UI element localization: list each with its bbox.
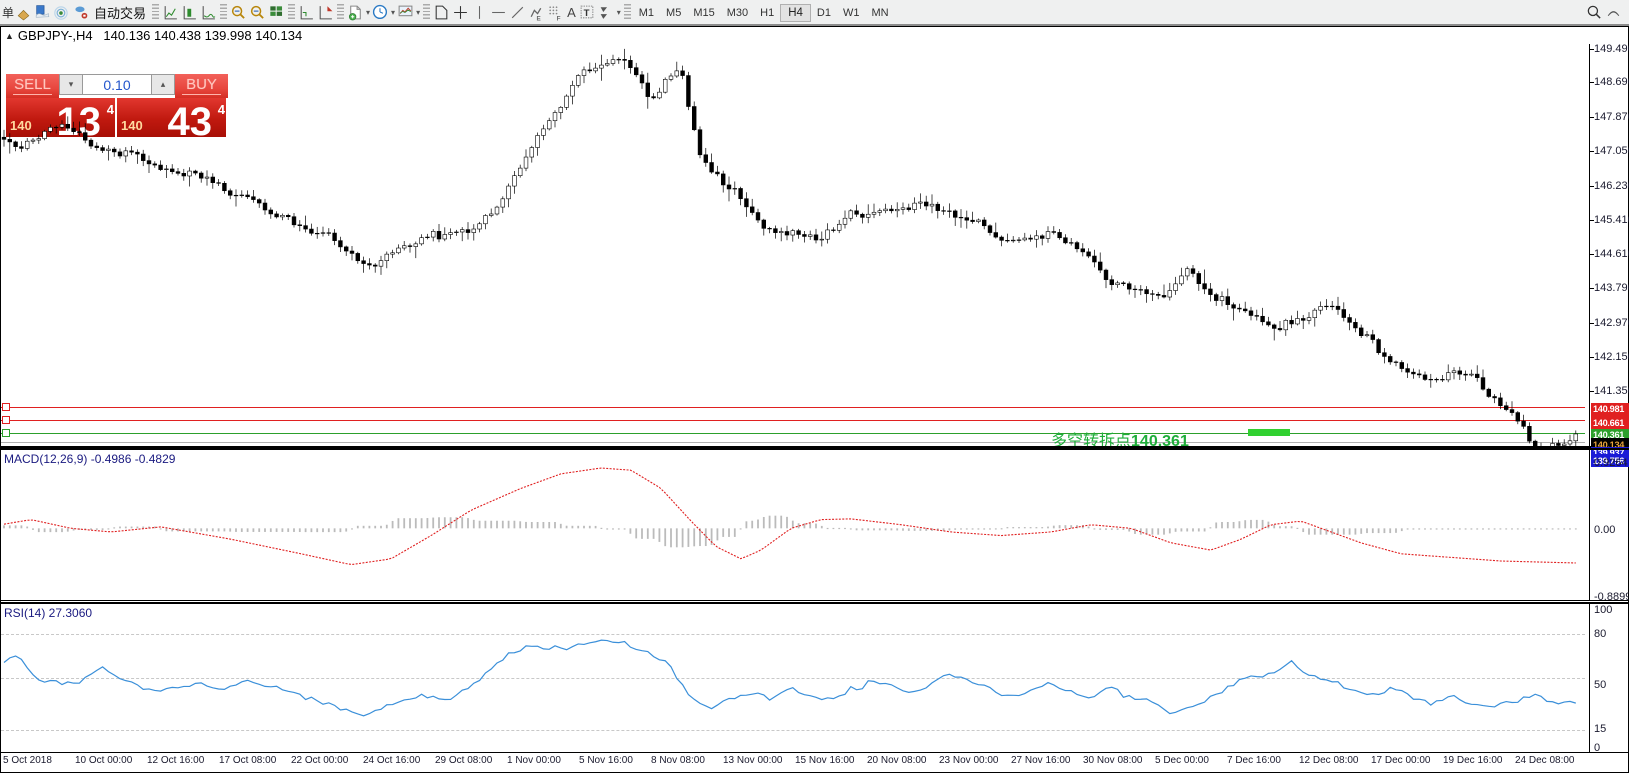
svg-text:E: E xyxy=(537,15,541,21)
svg-text:T: T xyxy=(583,8,589,19)
svg-text:F: F xyxy=(557,15,561,21)
